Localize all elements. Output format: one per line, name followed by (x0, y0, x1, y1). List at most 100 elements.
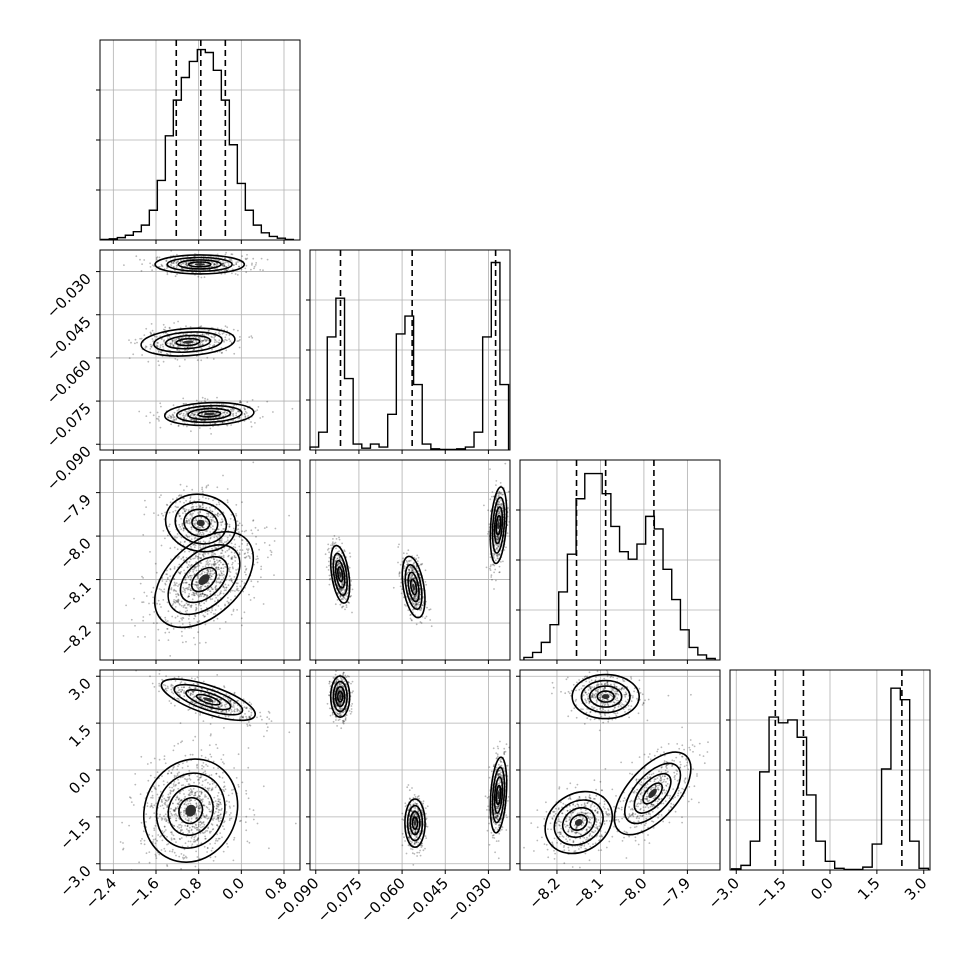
y-tick-label: −0.090 (43, 442, 95, 494)
x-tick-label: −8.1 (569, 874, 607, 912)
scatter-points (324, 462, 510, 628)
x-tick-label: −1.6 (124, 874, 162, 912)
contour-level-2 (334, 559, 346, 589)
contour-level-0 (160, 678, 257, 722)
contour-level-0 (153, 530, 255, 629)
contour-level-2 (183, 508, 219, 538)
y-tick-label: −7.9 (56, 491, 94, 529)
scatter-points (123, 250, 294, 435)
x-tick-label: −3.0 (705, 874, 743, 912)
density-peak (648, 788, 657, 799)
contour-level-0 (164, 493, 237, 553)
contour-level-1 (332, 680, 348, 713)
contour-level-1 (153, 331, 223, 354)
x-tick-label: −0.8 (167, 874, 205, 912)
density-peak (204, 412, 215, 416)
contour-level-2 (493, 506, 504, 545)
y-tick-label: −0.030 (43, 270, 95, 322)
contour-level-1 (155, 772, 226, 849)
scatter-panel-2-1 (306, 459, 511, 664)
contour-level-0 (544, 790, 613, 855)
contour-level-3 (187, 261, 212, 268)
density-peak (196, 519, 205, 527)
contour-level-3 (495, 514, 502, 536)
contour-level-1 (404, 563, 423, 611)
density-peak (601, 694, 610, 700)
contour-level-2 (185, 689, 232, 711)
x-tick-label: 1.5 (854, 874, 884, 904)
y-tick-label: 3.0 (65, 674, 95, 704)
contour-level-2 (409, 810, 421, 836)
contour-level-3 (569, 813, 588, 832)
contour-level-0 (571, 673, 641, 720)
panel-frame (99, 249, 301, 451)
histogram-panel-0 (96, 39, 301, 244)
contour-level-0 (401, 555, 426, 619)
y-tick-label: −0.075 (43, 399, 95, 451)
scatter-panel-3-1 (306, 669, 511, 874)
contour-level-1 (332, 552, 348, 596)
contour-level-2 (167, 785, 214, 837)
scatter-points (122, 461, 290, 657)
contour-level-2 (407, 571, 420, 603)
y-tick-label: −8.2 (56, 621, 94, 659)
histogram-step-3 (730, 687, 930, 871)
contour-level-1 (624, 762, 682, 825)
contour-level-0 (142, 758, 239, 863)
panel-frame (309, 459, 511, 661)
x-tick-label: −0.045 (400, 874, 452, 926)
contour-level-0 (140, 327, 236, 357)
contour-level-1 (580, 679, 631, 714)
x-tick-label: 0.0 (219, 874, 249, 904)
y-tick-label: 1.5 (65, 721, 95, 751)
contour-level-2 (177, 259, 222, 270)
contour-level-2 (588, 685, 623, 708)
scatter-panel-3-0 (96, 669, 301, 874)
contour-level-0 (329, 675, 351, 718)
histogram-panel-2 (516, 459, 721, 664)
density-peak (497, 520, 500, 530)
y-tick-label: 0.0 (65, 768, 95, 798)
contour-level-3 (336, 566, 344, 583)
contour-level-3 (197, 410, 222, 418)
histogram-panel-1 (306, 249, 511, 454)
contour-level-3 (178, 796, 204, 825)
contour-level-2 (179, 555, 229, 604)
y-tick-label: −0.060 (43, 356, 95, 408)
y-tick-label: −0.045 (43, 313, 95, 365)
histogram-step-2 (523, 472, 716, 660)
y-tick-label: −8.1 (56, 578, 94, 616)
scatter-panel-1-0 (96, 249, 301, 454)
contour-level-3 (195, 693, 221, 706)
contour-level-1 (174, 501, 228, 545)
histogram-step-0 (100, 48, 295, 241)
contour-level-3 (337, 690, 344, 703)
contour-level-3 (409, 578, 418, 596)
density-peak (339, 694, 342, 699)
contour-level-0 (489, 756, 508, 834)
density-peak (574, 819, 583, 826)
contour-level-2 (334, 685, 346, 708)
contour-level-1 (491, 766, 506, 824)
density-peak (182, 340, 194, 344)
density-peak (413, 820, 417, 826)
contour-level-3 (190, 566, 218, 593)
contour-level-3 (596, 690, 615, 703)
contour-level-2 (633, 772, 672, 814)
contour-level-0 (154, 254, 246, 275)
contour-level-1 (553, 799, 604, 846)
y-tick-label: −1.5 (56, 815, 94, 853)
density-peak (497, 790, 500, 800)
contour-level-1 (176, 404, 243, 424)
contour-level-0 (404, 798, 426, 848)
contour-level-1 (167, 544, 241, 616)
x-tick-label: 3.0 (901, 874, 931, 904)
contour-level-3 (495, 784, 502, 806)
contour-level-1 (491, 496, 506, 554)
density-peak (339, 571, 342, 578)
contour-level-2 (187, 407, 232, 421)
density-peak (198, 574, 210, 586)
x-tick-label: 0.0 (807, 874, 837, 904)
contour-level-0 (163, 401, 255, 427)
